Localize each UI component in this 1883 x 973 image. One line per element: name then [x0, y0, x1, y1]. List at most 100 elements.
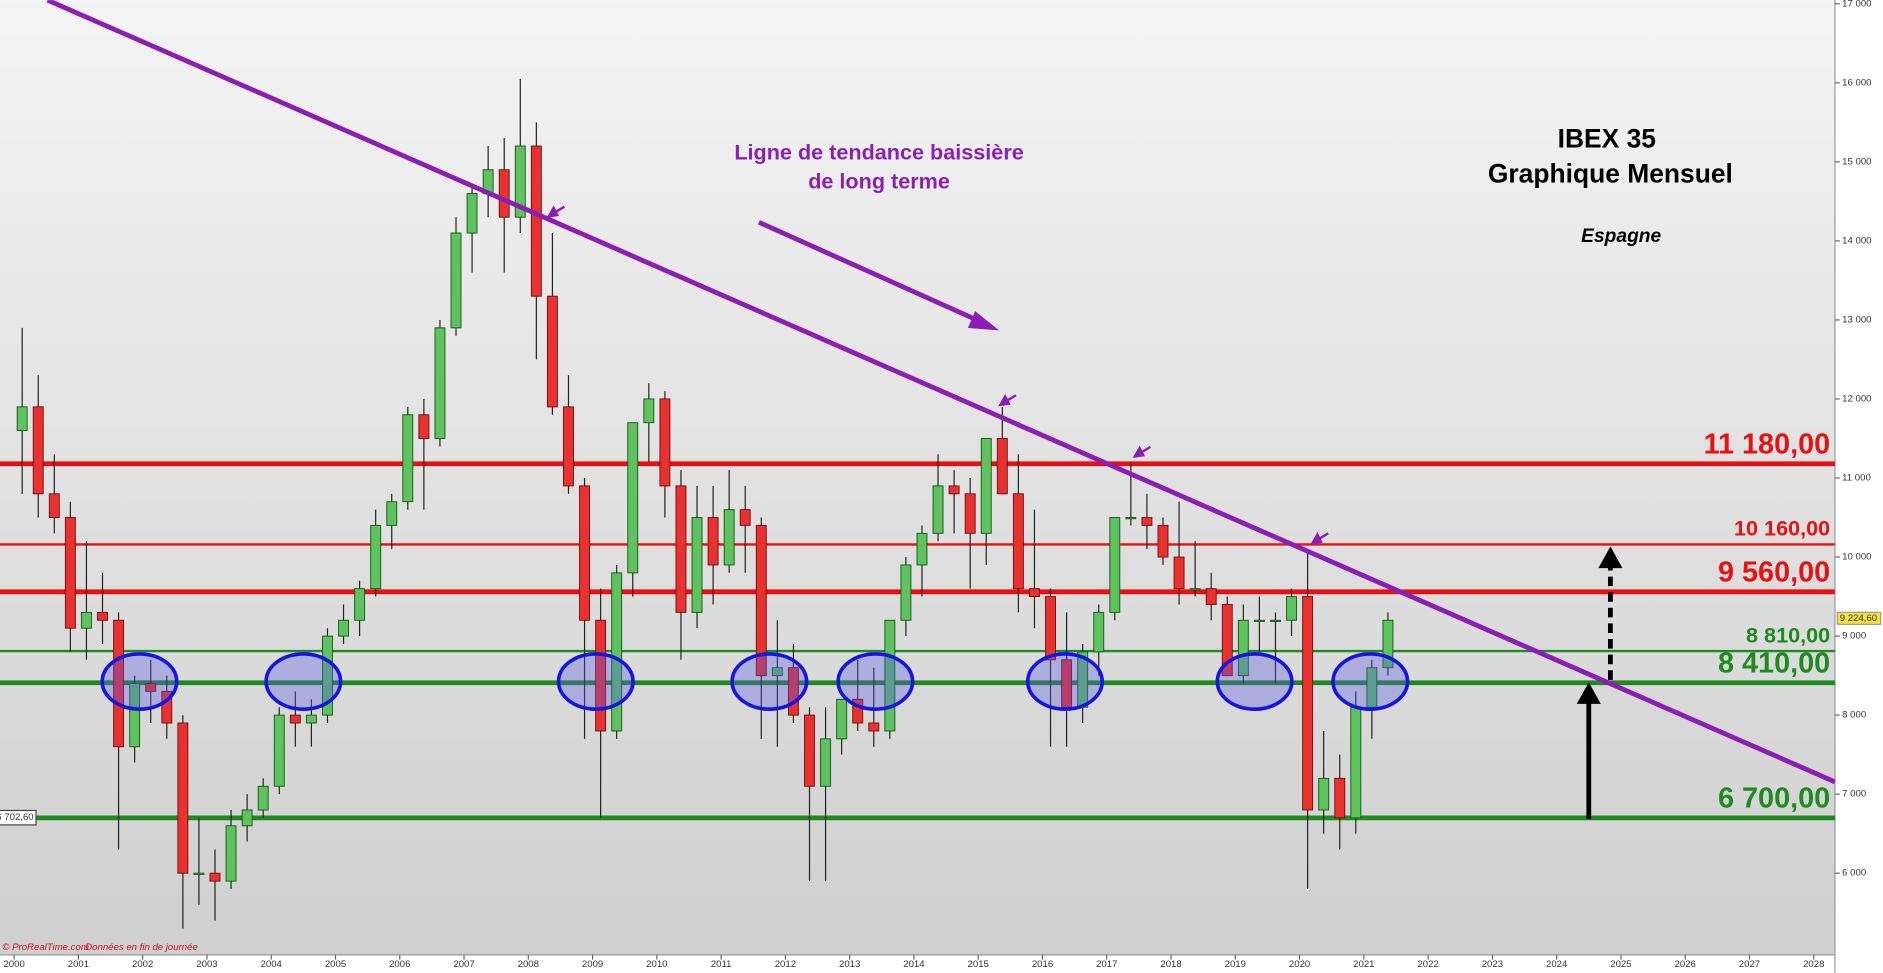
x-tick-label: 2024: [1546, 959, 1568, 970]
candle-body: [225, 825, 237, 882]
support-zone: [100, 652, 179, 711]
y-tick-label: 15 000: [1842, 156, 1871, 167]
candle-body: [257, 785, 269, 811]
level-label: 9 560,00: [1718, 556, 1830, 588]
candle-body: [1173, 556, 1185, 590]
x-tick-label: 2003: [196, 959, 217, 970]
x-axis-area: [0, 954, 1835, 973]
x-tick-label: 2009: [582, 959, 603, 970]
x-tick-label: 2000: [3, 959, 24, 970]
candle-body: [948, 485, 960, 495]
x-tick-label: 2020: [1289, 959, 1310, 970]
candle-body: [32, 406, 44, 495]
x-tick-label: 2027: [1739, 959, 1760, 970]
candle-body: [1141, 517, 1153, 526]
support-zone: [1025, 652, 1105, 711]
candle-body: [611, 572, 623, 732]
candle-body: [707, 517, 719, 566]
arrow-head: [1576, 682, 1601, 704]
last-price-tag: [1836, 611, 1882, 625]
candle-body: [498, 169, 510, 218]
candle-body: [659, 398, 671, 487]
candle-body: [273, 714, 285, 787]
candle-body: [450, 232, 462, 329]
x-tick-label: 2015: [968, 959, 989, 970]
touch-arrow: [1132, 445, 1146, 459]
candle-body: [627, 422, 639, 574]
candle-body: [16, 406, 28, 432]
candle-body: [1061, 659, 1073, 708]
support-zone: [730, 652, 809, 711]
y-tick-label: 10 000: [1842, 552, 1871, 563]
footer: Données en fin de journée: [85, 942, 198, 953]
x-tick-label: 2016: [1032, 959, 1053, 970]
y-tick-label: 13 000: [1842, 314, 1871, 325]
candle-body: [338, 619, 349, 637]
candle-body: [884, 619, 896, 732]
candle-body: [322, 635, 333, 716]
touch-arrows: [546, 205, 1329, 545]
candle-body: [466, 192, 478, 234]
candle-body: [787, 667, 799, 716]
trendline: [46, 0, 1835, 785]
candle-body: [1334, 777, 1346, 819]
x-tick-label: 2019: [1225, 959, 1246, 970]
candle-body: [161, 690, 173, 724]
x-tick-label: 2022: [1417, 959, 1438, 970]
x-tick-label: 2026: [1675, 959, 1696, 970]
candle-body: [723, 509, 735, 566]
candle-body: [289, 714, 301, 724]
candle-body: [868, 722, 880, 732]
candle-body: [434, 327, 446, 439]
x-tick-label: 2012: [775, 959, 796, 970]
chart-subtitle: Graphique Mensuel: [1488, 158, 1733, 188]
x-tick-label: 2008: [518, 959, 539, 970]
candle-body: [514, 145, 526, 218]
annotation: de long terme: [808, 168, 950, 193]
level-label: 6 700,00: [1718, 782, 1830, 814]
candle-body: [1028, 588, 1040, 598]
candle-body: [996, 438, 1008, 495]
x-tick-label: 2018: [1160, 959, 1181, 970]
y-tick-label: 9 000: [1842, 631, 1866, 642]
candle-body: [980, 438, 992, 534]
x-tick-label: 2004: [261, 959, 283, 970]
candle-body: [900, 564, 912, 621]
touch-arrow: [1310, 531, 1323, 545]
candle-body: [64, 517, 76, 629]
candle-body: [530, 145, 542, 297]
support-zone: [1331, 652, 1410, 711]
candle-body: [1189, 588, 1201, 591]
footer: © ProRealTime.com: [2, 942, 88, 953]
candle-body: [1286, 596, 1298, 621]
region: Espagne: [1581, 226, 1661, 247]
candle-body: [209, 872, 221, 882]
arrow-head: [1598, 546, 1623, 569]
level-label: 8 410,00: [1718, 647, 1830, 679]
candle-body: [97, 611, 108, 621]
chart-title: IBEX 35: [1558, 124, 1656, 154]
candle-body: [1270, 619, 1281, 622]
candle-body: [1237, 619, 1249, 677]
candle-body: [563, 406, 574, 487]
candle-body: [836, 698, 848, 740]
candle-body: [145, 683, 157, 692]
x-tick-label: 2025: [1610, 959, 1631, 970]
candle-body: [1045, 596, 1056, 661]
candle-body: [193, 872, 205, 875]
candle-body: [418, 414, 430, 439]
candle-body: [595, 619, 607, 732]
candle-body: [546, 295, 558, 408]
candle-body: [739, 509, 751, 526]
y-tick-label: 14 000: [1842, 235, 1871, 246]
candle-body: [1366, 667, 1378, 708]
candle-body: [305, 714, 317, 724]
x-tick-label: 2001: [68, 959, 89, 970]
level-label: 8 810,00: [1746, 622, 1830, 647]
cursor-price-label: 6 702,60: [0, 812, 34, 823]
touch-arrow: [998, 393, 1011, 407]
x-tick-label: 2005: [325, 959, 346, 970]
candle-body: [177, 722, 189, 874]
x-tick-label: 2013: [839, 959, 860, 970]
